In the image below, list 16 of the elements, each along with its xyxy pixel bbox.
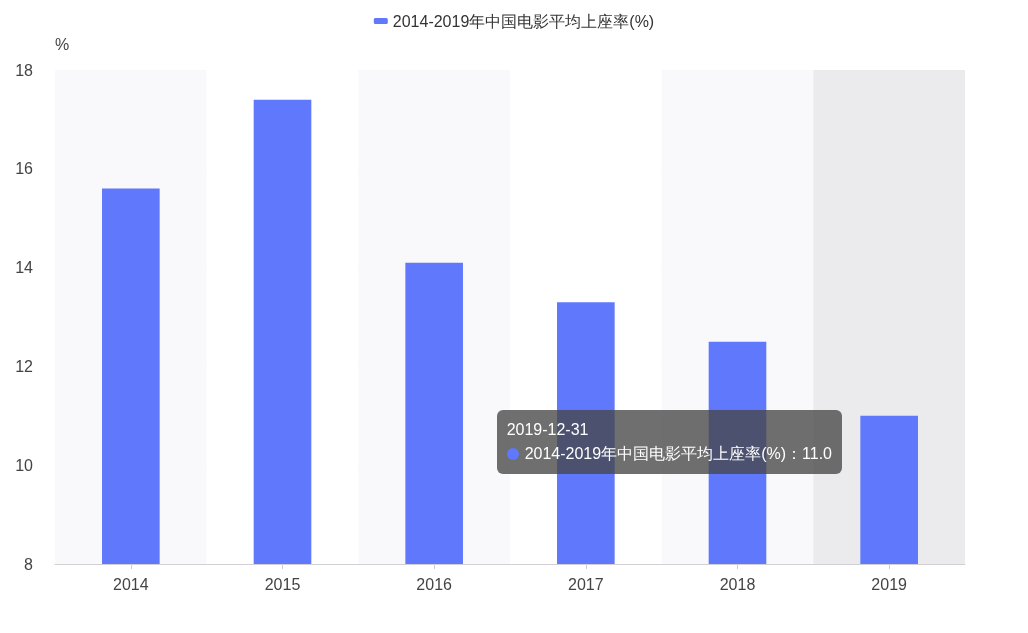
- y-tick-label: 12: [15, 357, 34, 375]
- y-tick-label: 18: [15, 61, 34, 79]
- x-tick-label: 2015: [264, 575, 301, 593]
- y-axis-title: %: [55, 35, 70, 53]
- x-tick-label: 2017: [568, 575, 604, 593]
- y-tick-label: 16: [15, 160, 34, 178]
- y-tick-label: 14: [15, 259, 34, 277]
- legend-label: 2014-2019年中国电影平均上座率(%): [392, 12, 655, 30]
- x-tick-label: 2016: [416, 575, 453, 593]
- x-tick-label: 2018: [719, 575, 756, 593]
- x-tick-label: 2014: [113, 575, 149, 593]
- y-tick-label: 8: [24, 555, 34, 573]
- tooltip-box: 2019-12-31 2014-2019年中国电影平均上座率(%)：11.0: [496, 410, 842, 474]
- x-tick-label: 2019: [871, 575, 908, 593]
- y-tick-label: 10: [15, 456, 34, 474]
- annotation: 2019-12-31 2014-2019年中国电影平均上座率(%)：11.0: [506, 420, 832, 464]
